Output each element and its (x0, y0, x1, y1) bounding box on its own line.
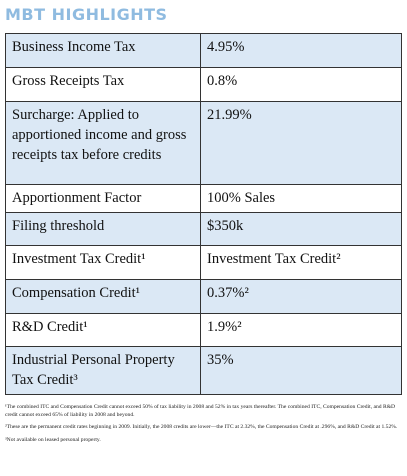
row-label: Industrial Personal Property Tax Credit³ (5, 346, 201, 395)
table-row: Filing threshold $350k (5, 212, 402, 246)
table-row: Gross Receipts Tax 0.8% (5, 67, 402, 102)
title: MBT HIGHLIGHTS (5, 5, 168, 24)
row-label: Filing threshold (5, 212, 201, 246)
row-label: Surcharge: Applied to apportioned income… (5, 101, 201, 185)
row-value: 100% Sales (200, 184, 402, 213)
row-value: 0.8% (200, 67, 402, 102)
row-value: 35% (200, 346, 402, 395)
row-value: Investment Tax Credit² (200, 245, 402, 280)
table-row: Surcharge: Applied to apportioned income… (5, 101, 402, 185)
row-value: $350k (200, 212, 402, 246)
table-row: R&D Credit¹ 1.9%² (5, 313, 402, 347)
row-label: Investment Tax Credit¹ (5, 245, 201, 280)
table-row: Compensation Credit¹ 0.37%² (5, 279, 402, 314)
table-row: Apportionment Factor 100% Sales (5, 184, 402, 213)
row-value: 4.95% (200, 33, 402, 68)
row-label: Business Income Tax (5, 33, 201, 68)
row-label: Gross Receipts Tax (5, 67, 201, 102)
row-value: 1.9%² (200, 313, 402, 347)
table-row: Business Income Tax 4.95% (5, 33, 402, 68)
footnote: ²These are the permanent credit rates be… (5, 424, 398, 430)
footnote: ¹The combined ITC and Compensation Credi… (5, 404, 396, 418)
table-row: Industrial Personal Property Tax Credit³… (5, 346, 402, 395)
footnote: ³Not available on leased personal proper… (5, 436, 101, 443)
row-label: Apportionment Factor (5, 184, 201, 213)
row-label: R&D Credit¹ (5, 313, 201, 347)
table-row: Investment Tax Credit¹ Investment Tax Cre… (5, 245, 402, 280)
footnotes: ¹The combined ITC and Compensation Credi… (5, 404, 400, 449)
row-value: 21.99% (200, 101, 402, 185)
row-value: 0.37%² (200, 279, 402, 314)
highlights-table: Business Income Tax 4.95% Gross Receipts T… (5, 33, 402, 395)
row-label: Compensation Credit¹ (5, 279, 201, 314)
